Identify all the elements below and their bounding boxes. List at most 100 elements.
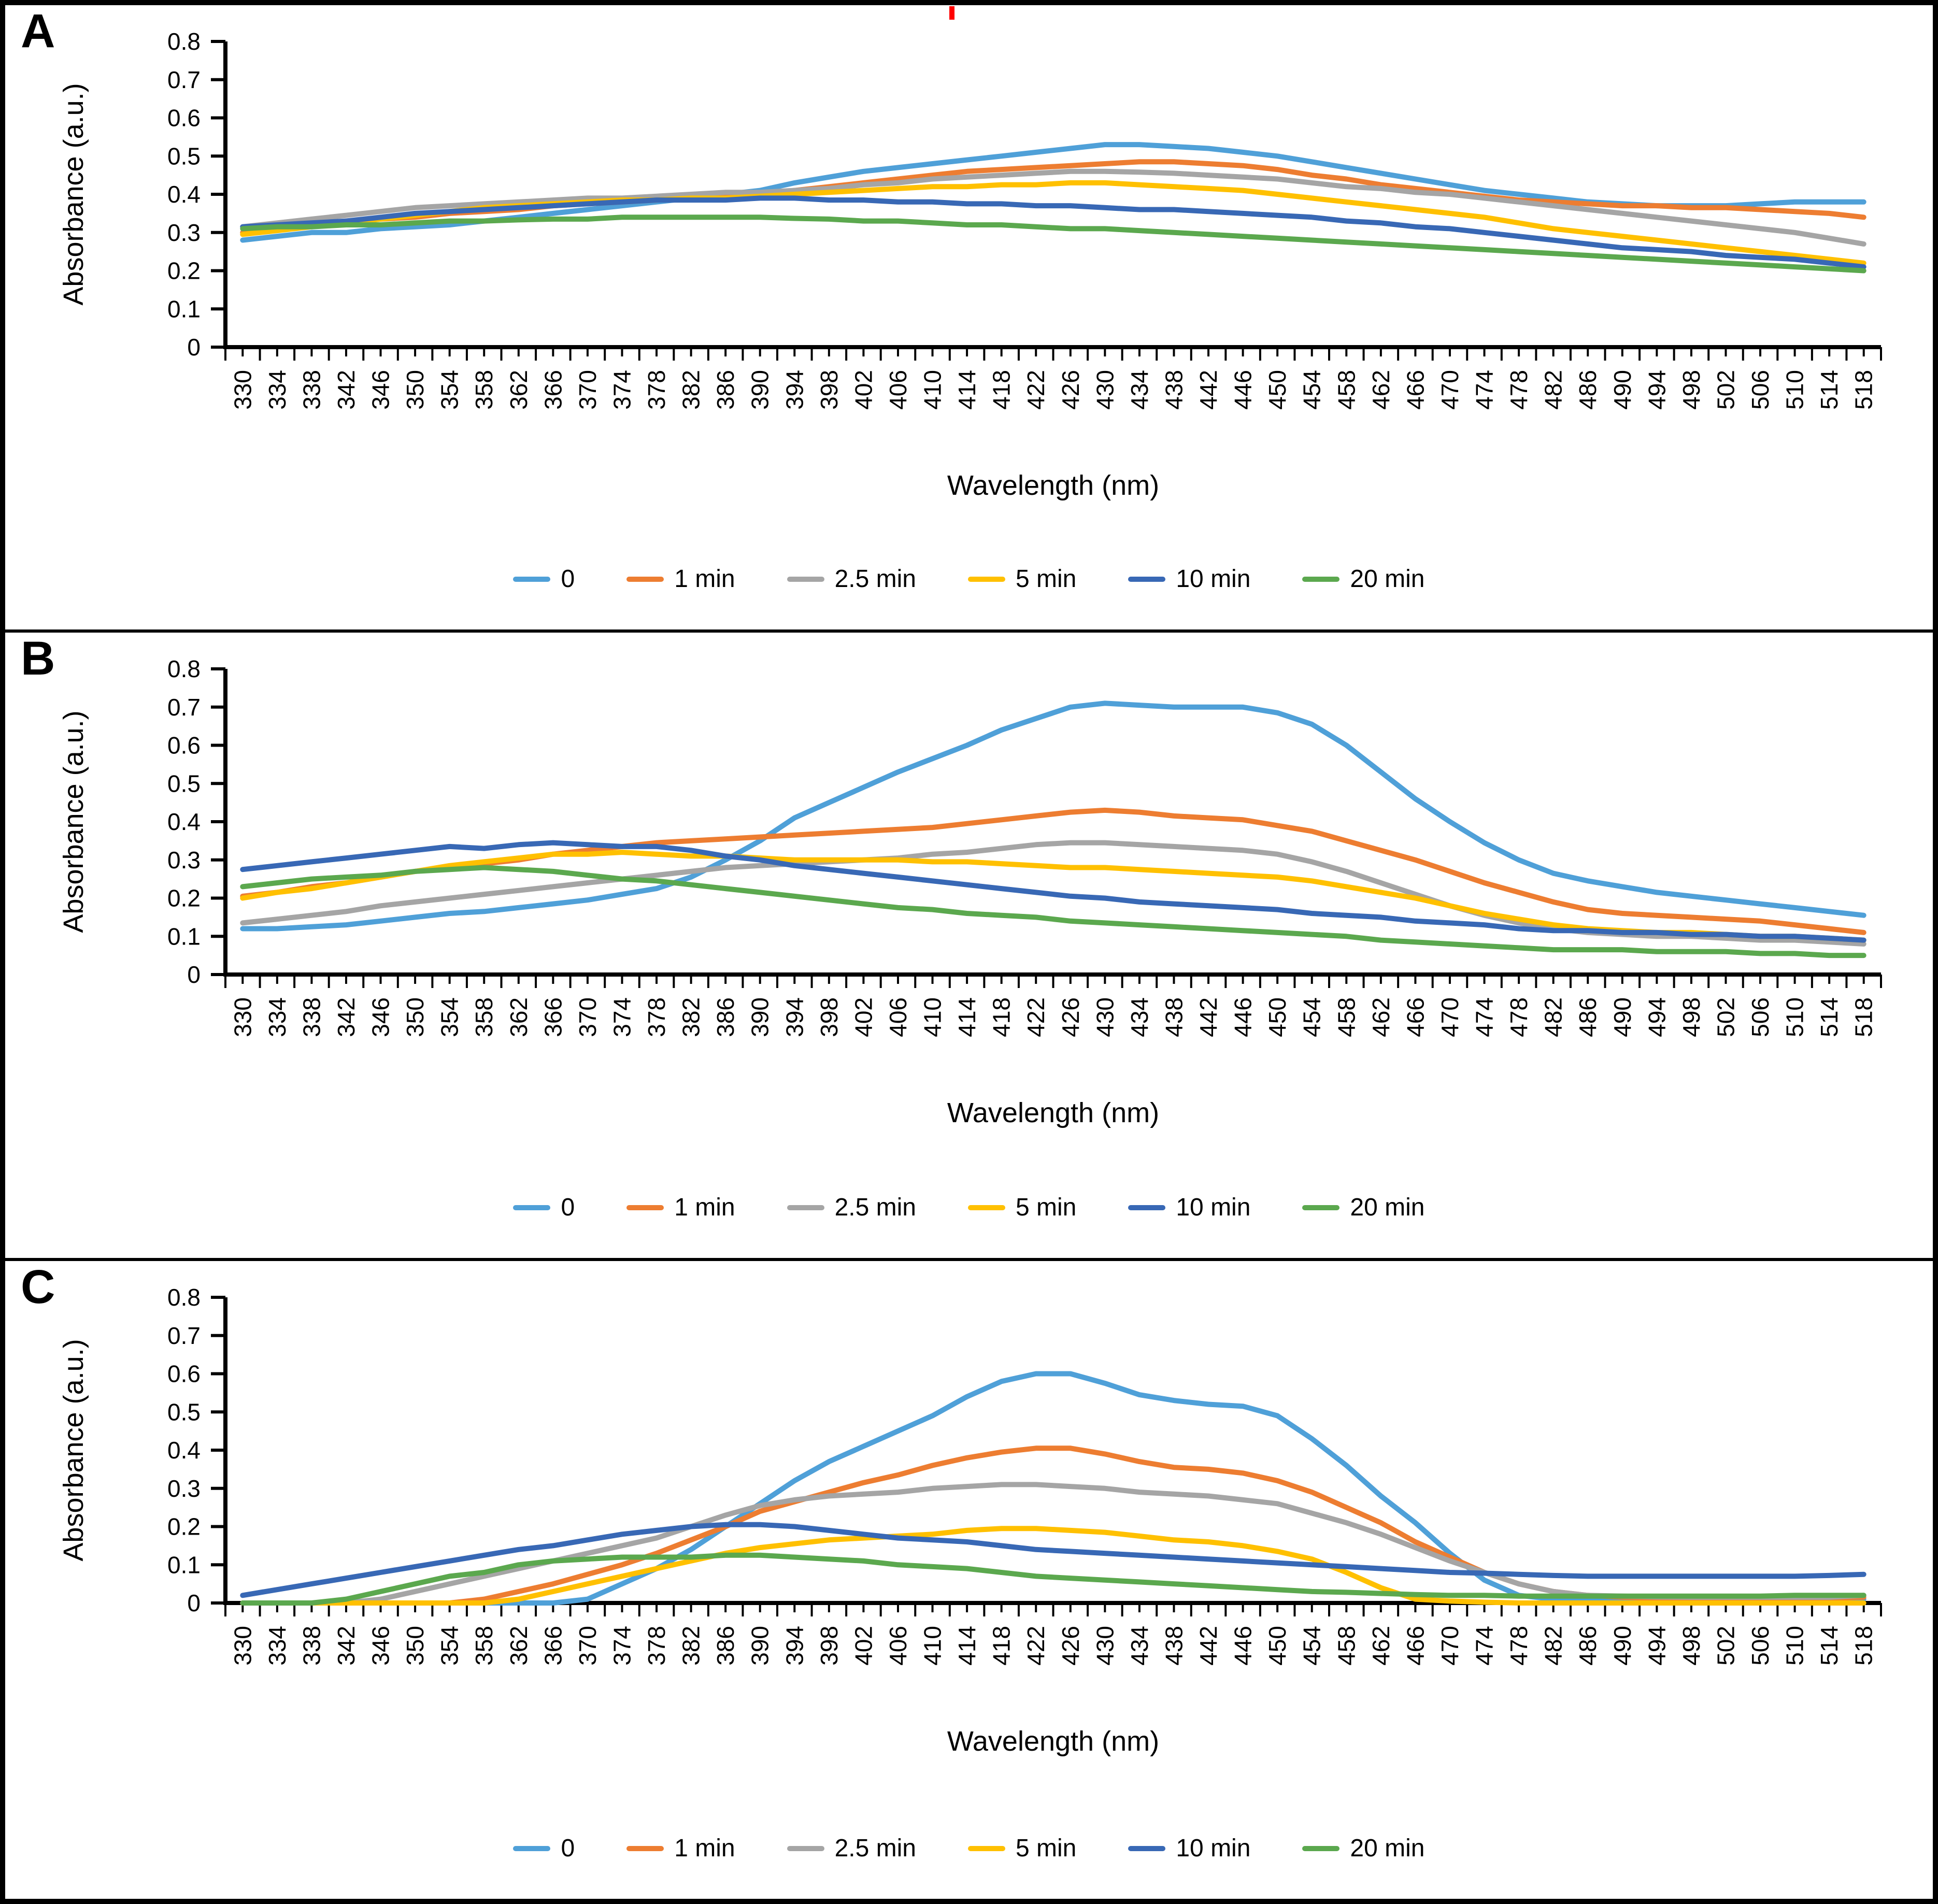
x-tick-label: 354 xyxy=(436,370,463,410)
x-tick-label: 470 xyxy=(1436,997,1463,1037)
x-axis-title: Wavelength (nm) xyxy=(947,470,1159,501)
x-tick-label: 362 xyxy=(505,1626,532,1666)
y-tick-label: 0.7 xyxy=(167,1322,201,1349)
y-tick-label: 0.5 xyxy=(167,142,201,169)
x-tick-label: 354 xyxy=(436,997,463,1037)
x-tick-label: 442 xyxy=(1195,997,1222,1037)
panel-c-legend: 0 1 min 2.5 min 5 min 10 min 20 min xyxy=(5,1834,1933,1863)
x-tick-label: 422 xyxy=(1022,997,1049,1037)
x-tick-label: 466 xyxy=(1402,370,1429,410)
series-line-5-min xyxy=(240,1526,1866,1606)
series-line-20-min xyxy=(240,214,1866,274)
legend-item-2.5-min: 2.5 min xyxy=(787,1193,916,1222)
x-tick-label: 410 xyxy=(919,370,946,410)
x-tick-label: 502 xyxy=(1712,997,1739,1037)
legend-swatch-20-min xyxy=(1302,1845,1340,1851)
panel-c-label: C xyxy=(21,1261,55,1313)
legend-swatch-10-min xyxy=(1128,1205,1166,1210)
x-tick-label: 386 xyxy=(712,1626,739,1666)
x-tick-label: 474 xyxy=(1471,370,1498,410)
x-tick-label: 510 xyxy=(1782,997,1808,1037)
legend-item-20-min: 20 min xyxy=(1302,1834,1425,1863)
legend-label: 10 min xyxy=(1176,1835,1251,1862)
x-tick-label: 394 xyxy=(781,997,808,1037)
legend-item-1-min: 1 min xyxy=(626,1193,735,1222)
x-tick-label: 366 xyxy=(539,997,566,1037)
y-tick-label: 0.7 xyxy=(167,66,201,93)
x-tick-label: 402 xyxy=(850,997,877,1037)
x-tick-label: 374 xyxy=(608,997,635,1037)
x-tick-label: 334 xyxy=(264,997,291,1037)
x-tick-label: 438 xyxy=(1160,370,1187,410)
y-tick-label: 0.8 xyxy=(167,655,201,682)
y-axis-title: Absorbance (a.u.) xyxy=(58,1339,89,1561)
x-tick-label: 430 xyxy=(1091,997,1118,1037)
panel-a: A 0 0.1 0.2 0.3 0.4 0.5 0.6 0.7 0.8 330 334 338 342 3… xyxy=(5,5,1933,633)
x-tick-label: 510 xyxy=(1782,1626,1808,1666)
x-tick-label: 514 xyxy=(1816,1626,1843,1666)
x-tick-label: 514 xyxy=(1816,370,1843,410)
legend-swatch-2.5-min xyxy=(787,576,824,582)
x-tick-label: 410 xyxy=(919,997,946,1037)
x-tick-label: 374 xyxy=(608,1626,635,1666)
panel-a-chart: 0 0.1 0.2 0.3 0.4 0.5 0.6 0.7 0.8 330 334 338 342 346… xyxy=(58,28,1882,501)
x-tick-label: 462 xyxy=(1367,1626,1394,1666)
series-line-0 xyxy=(240,1371,1866,1606)
panel-c-chart: 0 0.1 0.2 0.3 0.4 0.5 0.6 0.7 0.8 330 334 338 342 346… xyxy=(58,1284,1882,1757)
x-tick-label: 390 xyxy=(747,370,774,410)
x-tick-label: 498 xyxy=(1678,1626,1705,1666)
panel-a-legend: 0 1 min 2.5 min 5 min 10 min 20 min xyxy=(5,565,1933,593)
y-tick-label: 0.6 xyxy=(167,1361,201,1387)
x-tick-label: 454 xyxy=(1299,370,1326,410)
legend-item-1-min: 1 min xyxy=(626,565,735,593)
legend-label: 0 xyxy=(561,565,575,593)
x-tick-label: 430 xyxy=(1091,370,1118,410)
x-tick-label: 346 xyxy=(367,1626,394,1666)
x-tick-label: 406 xyxy=(885,997,911,1037)
x-tick-label: 378 xyxy=(643,997,670,1037)
x-tick-label: 338 xyxy=(298,1626,325,1666)
legend-swatch-20-min xyxy=(1302,1205,1340,1210)
x-tick-label: 518 xyxy=(1850,997,1877,1037)
x-tick-label: 362 xyxy=(505,997,532,1037)
series-line-2.5-min xyxy=(240,1482,1866,1606)
legend-item-0: 0 xyxy=(513,1834,575,1863)
panel-b: B 0 0.1 0.2 0.3 0.4 0.5 0.6 0.7 0.8 330 334 338 342 3… xyxy=(5,633,1933,1261)
x-tick-label: 382 xyxy=(678,997,705,1037)
x-tick-label: 422 xyxy=(1022,370,1049,410)
x-tick-label: 342 xyxy=(333,370,360,410)
x-tick-label: 330 xyxy=(229,1626,256,1666)
x-tick-label: 486 xyxy=(1574,997,1601,1037)
legend-label: 0 xyxy=(561,1194,575,1221)
legend-item-0: 0 xyxy=(513,1193,575,1222)
legend-item-0: 0 xyxy=(513,565,575,593)
x-tick-label: 482 xyxy=(1540,997,1567,1037)
legend-item-2.5-min: 2.5 min xyxy=(787,1834,916,1863)
y-tick-label: 0.1 xyxy=(167,295,201,322)
x-tick-label: 502 xyxy=(1712,1626,1739,1666)
x-tick-label: 490 xyxy=(1609,1626,1636,1666)
x-axis-title: Wavelength (nm) xyxy=(947,1097,1159,1128)
legend-label: 1 min xyxy=(674,1835,735,1862)
x-tick-label: 350 xyxy=(402,997,429,1037)
legend-swatch-1-min xyxy=(626,1845,664,1851)
series-line-1-min xyxy=(240,807,1866,935)
x-tick-label: 474 xyxy=(1471,1626,1498,1666)
legend-swatch-0 xyxy=(513,576,551,582)
legend-label: 1 min xyxy=(674,1194,735,1221)
legend-swatch-5-min xyxy=(967,1205,1005,1210)
x-tick-label: 446 xyxy=(1230,1626,1257,1666)
x-tick-label: 494 xyxy=(1643,370,1670,410)
legend-item-20-min: 20 min xyxy=(1302,1193,1425,1222)
series-line-10-min xyxy=(240,195,1866,270)
x-tick-label: 398 xyxy=(816,997,843,1037)
x-tick-label: 374 xyxy=(608,370,635,410)
y-tick-label: 0.3 xyxy=(167,219,201,246)
y-tick-label: 0.2 xyxy=(167,1513,201,1540)
panel-b-legend: 0 1 min 2.5 min 5 min 10 min 20 min xyxy=(5,1193,1933,1222)
x-tick-label: 490 xyxy=(1609,997,1636,1037)
x-tick-label: 466 xyxy=(1402,997,1429,1037)
x-tick-label: 438 xyxy=(1160,997,1187,1037)
panel-b-chart: 0 0.1 0.2 0.3 0.4 0.5 0.6 0.7 0.8 330 334 338 342 346… xyxy=(58,655,1882,1128)
legend-item-5-min: 5 min xyxy=(967,565,1076,593)
